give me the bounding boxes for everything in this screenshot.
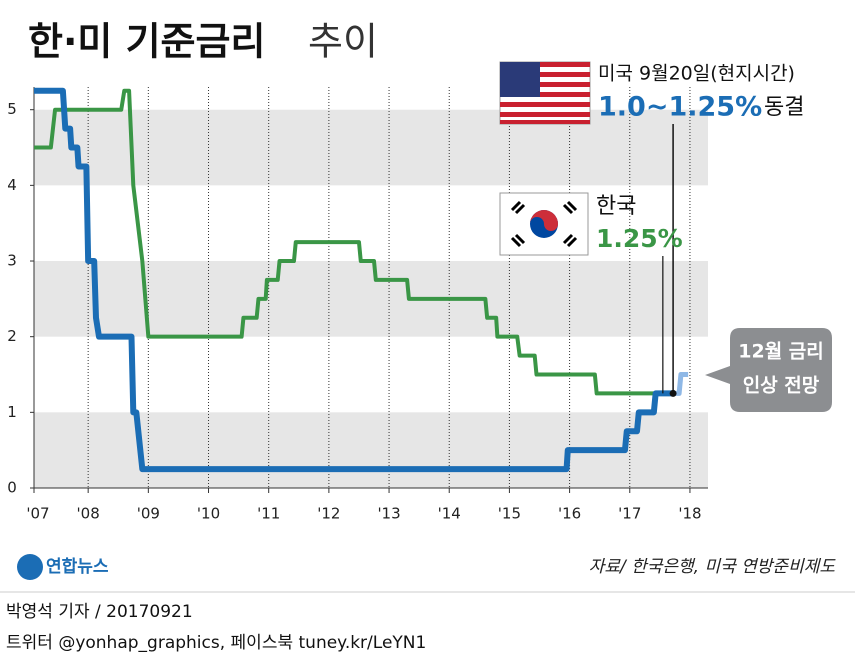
y-tick-label: 2 — [7, 327, 17, 345]
x-tick-label: '10 — [197, 505, 220, 523]
x-tick-label: '12 — [317, 505, 340, 523]
source: 자료/ 한국은행, 미국 연방준비제도 — [589, 557, 837, 577]
rate-line — [673, 372, 689, 396]
kr-note: 한국 — [596, 194, 636, 219]
social: 트위터 @yonhap_graphics, 페이스북 tuney.kr/LeYN… — [6, 633, 426, 653]
x-tick-label: '15 — [498, 505, 521, 523]
y-tick-label: 4 — [7, 176, 17, 194]
x-tick-label: '08 — [77, 505, 100, 523]
x-tick-label: '11 — [257, 505, 280, 523]
end-dot — [669, 389, 677, 397]
x-tick-label: '07 — [26, 505, 49, 523]
rate-line — [34, 87, 674, 473]
rate-line — [34, 88, 657, 396]
y-tick-label: 1 — [7, 403, 17, 421]
byline: 박영석 기자 / 20170921 — [6, 602, 193, 622]
us-flag — [499, 61, 591, 125]
us-status: 동결 — [764, 95, 804, 120]
x-tick-label: '16 — [558, 505, 581, 523]
chart-title-suffix: 추이 — [308, 20, 378, 64]
x-tick-label: '09 — [137, 505, 160, 523]
grid-band — [34, 261, 708, 337]
y-tick-label: 3 — [7, 252, 17, 270]
grid-band — [34, 109, 708, 186]
x-tick-label: '14 — [438, 505, 461, 523]
x-tick-label: '17 — [618, 505, 641, 523]
kr-flag — [499, 192, 589, 256]
callout-box — [705, 328, 832, 412]
chart-title: 한·미 기준금리 — [28, 20, 265, 64]
logo-icon — [17, 554, 43, 580]
us-note: 미국 9월20일(현지시간) — [598, 63, 795, 85]
y-tick-label: 5 — [7, 100, 17, 118]
logo: 연합뉴스 — [46, 556, 109, 577]
callout-text: 12월 금리 — [738, 341, 824, 363]
x-tick-label: '18 — [678, 505, 701, 523]
x-tick-label: '13 — [377, 505, 400, 523]
y-tick-label: 0 — [7, 479, 17, 497]
kr-rate: 1.25% — [596, 224, 683, 253]
callout-text: 인상 전망 — [743, 375, 820, 397]
us-rate: 1.0~1.25% — [598, 92, 762, 123]
